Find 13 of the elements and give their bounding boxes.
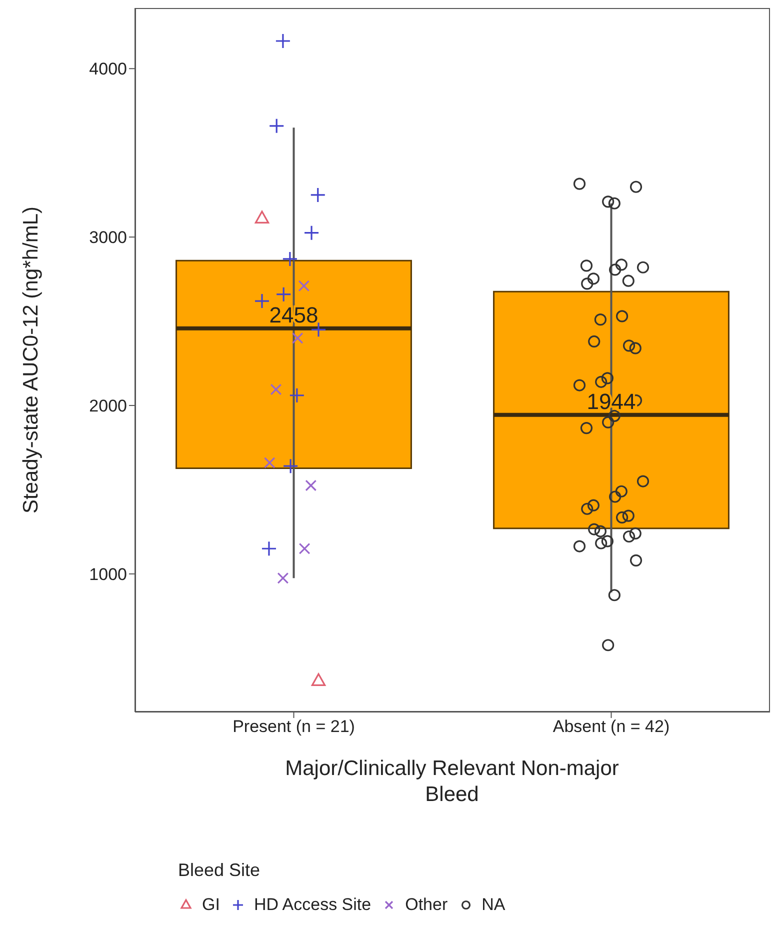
x-axis-title: Major/Clinically Relevant Non-major Bleed (284, 756, 620, 808)
y-tick-label: 4000 (89, 60, 127, 79)
legend-title: Bleed Site (178, 860, 262, 881)
x-tick-label: Absent (n = 42) (552, 717, 670, 736)
legend-label: GI (202, 895, 220, 915)
legend-label: HD Access Site (254, 895, 372, 915)
x-tick-label: Present (n = 21) (232, 717, 355, 736)
legend-label: NA (482, 895, 506, 915)
legend-label: Other (405, 895, 448, 915)
y-tick-label: 2000 (89, 396, 127, 416)
y-tick-label: 1000 (89, 564, 127, 584)
y-axis-title: Steady-state AUC0-12 (ng*h/mL) (19, 206, 42, 514)
y-tick-label: 3000 (89, 228, 127, 248)
